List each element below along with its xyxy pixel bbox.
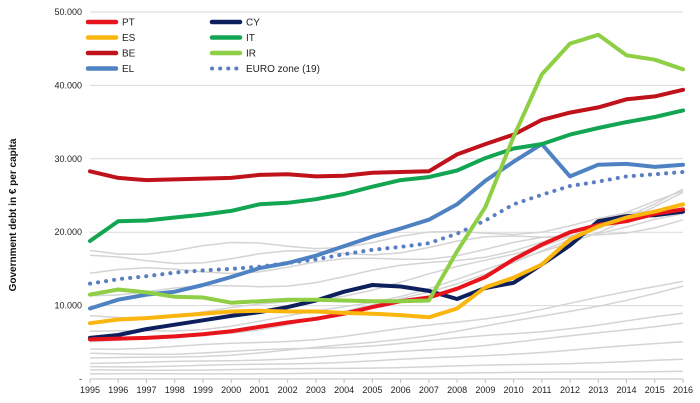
x-tick-label: 2012	[560, 385, 580, 395]
x-tick-label: 2000	[221, 385, 241, 395]
x-tick-label: 2007	[419, 385, 439, 395]
y-tick-label: 40.000	[54, 80, 82, 90]
x-tick-label: 2011	[532, 385, 551, 395]
series-line-es	[88, 202, 685, 326]
background-country-line	[89, 370, 684, 375]
x-tick-label: 2004	[334, 385, 354, 395]
x-tick-label: 2002	[278, 385, 298, 395]
x-tick-label: 1998	[165, 385, 185, 395]
background-country-line	[89, 208, 684, 297]
background-country-line	[89, 191, 684, 332]
x-tick-label: 2014	[617, 385, 637, 395]
background-country-line	[89, 285, 684, 359]
legend-label: EL	[122, 64, 135, 75]
grid-lines	[90, 11, 683, 307]
x-tick-label: 2010	[504, 385, 524, 395]
legend-label: IR	[246, 49, 256, 60]
series-line-euro-zone-19	[88, 170, 685, 286]
background-country-line	[89, 312, 684, 356]
legend-label: BE	[122, 49, 136, 60]
x-tick-label: 2006	[391, 385, 411, 395]
background-country-line	[89, 210, 684, 256]
y-axis-label: Government debt in € per capita	[8, 138, 19, 291]
series-line-el	[88, 142, 685, 311]
background-country-line	[89, 340, 684, 368]
series-line-ir	[88, 32, 685, 305]
x-tick-label: 2001	[249, 385, 269, 395]
x-tick-label: 2008	[447, 385, 467, 395]
background-country-line	[89, 280, 684, 350]
y-tick-label: 50.000	[54, 7, 82, 17]
x-tick-label: 2003	[306, 385, 326, 395]
legend-label: ES	[122, 33, 136, 44]
background-country-line	[89, 188, 684, 343]
y-tick-label: 20.000	[54, 227, 82, 237]
y-tick-label: 10.000	[54, 301, 82, 311]
x-tick-label: 1996	[108, 385, 128, 395]
x-tick-label: 1995	[80, 385, 100, 395]
legend-label: IT	[246, 33, 255, 44]
x-tick-label: 2016	[673, 385, 693, 395]
series-line-it	[88, 108, 685, 243]
y-tick-label: -	[79, 374, 82, 384]
x-tick-label: 2005	[362, 385, 382, 395]
legend-label: EURO zone (19)	[246, 64, 320, 75]
background-country-line	[89, 212, 684, 265]
background-country-line	[89, 322, 684, 365]
legend-label: CY	[246, 18, 260, 29]
legend: PT CY ES IT BE IR EL EURO zone (19)	[85, 18, 320, 75]
highlighted-series	[88, 32, 685, 342]
legend-label: PT	[122, 18, 135, 29]
x-tick-label: 1997	[136, 385, 156, 395]
axes: - 10.000 20.000 30.000 40.000 50.000 1995 1996 1…	[54, 7, 693, 395]
x-tick-label: 2013	[588, 385, 608, 395]
background-country-line	[89, 358, 684, 372]
x-tick-label: 1999	[193, 385, 213, 395]
x-tick-label: 2015	[645, 385, 665, 395]
series-line-be	[88, 87, 685, 183]
x-tick-label: 2009	[475, 385, 495, 395]
series-line-pt	[88, 207, 685, 342]
y-tick-label: 30.000	[54, 154, 82, 164]
